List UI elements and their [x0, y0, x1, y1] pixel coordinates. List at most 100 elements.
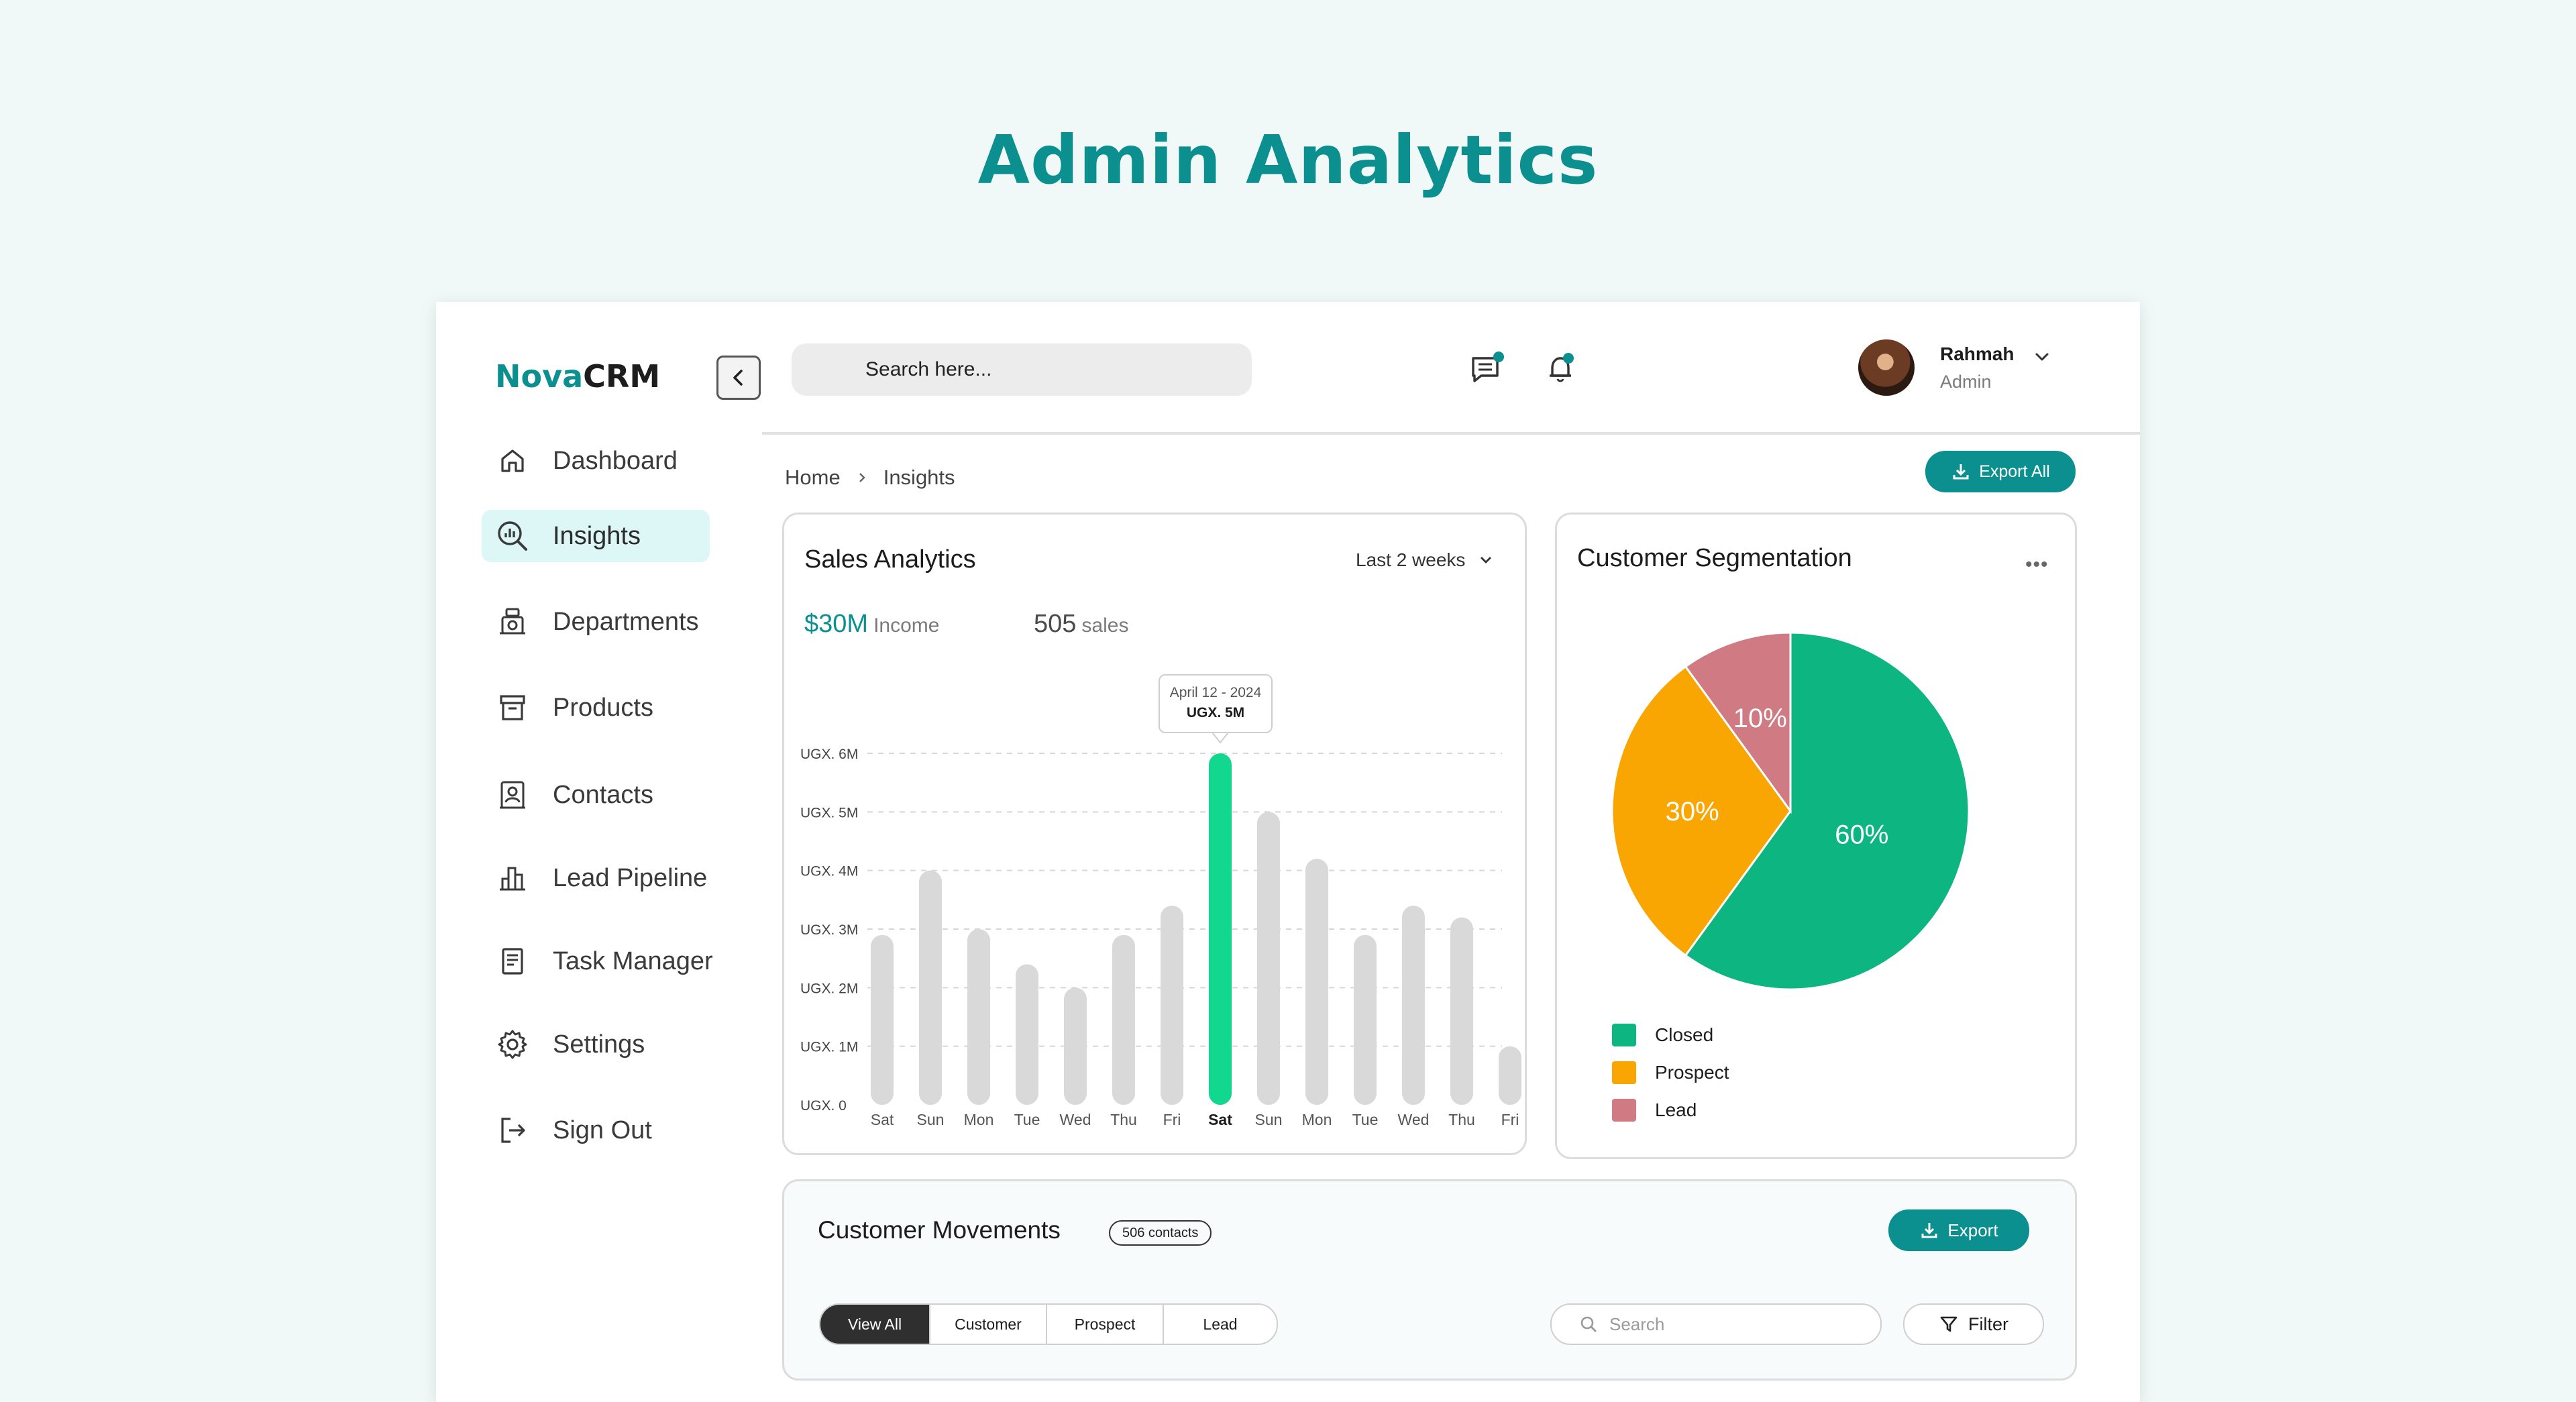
- chart-bar[interactable]: [1257, 812, 1280, 1105]
- chart-bar[interactable]: [967, 929, 990, 1105]
- breadcrumb-current: Insights: [883, 466, 955, 489]
- chart-bar[interactable]: [871, 934, 894, 1105]
- legend-swatch: [1612, 1024, 1636, 1046]
- tab-view-all[interactable]: View All: [820, 1305, 930, 1344]
- tooltip-value: UGX. 5M: [1186, 705, 1245, 720]
- x-tick-label: Thu: [1448, 1111, 1475, 1128]
- x-tick-label: Wed: [1060, 1111, 1091, 1128]
- sidebar-item-label: Dashboard: [553, 446, 678, 475]
- chart-bar[interactable]: [1016, 964, 1038, 1105]
- sidebar-item-label: Task Manager: [553, 947, 713, 975]
- chart-bar[interactable]: [1354, 934, 1377, 1105]
- sidebar-item-sign-out[interactable]: Sign Out: [482, 1104, 750, 1156]
- x-tick-label: Thu: [1110, 1111, 1137, 1128]
- y-tick-label: UGX. 3M: [800, 922, 858, 938]
- chart-bar[interactable]: [919, 870, 942, 1105]
- pie-slice[interactable]: [1684, 631, 1792, 814]
- export-button[interactable]: Export: [1888, 1209, 2029, 1251]
- home-icon: [492, 441, 533, 481]
- page-heading: Admin Analytics: [977, 121, 1599, 199]
- x-tick-label: Tue: [1352, 1111, 1379, 1128]
- tab-lead[interactable]: Lead: [1203, 1315, 1238, 1333]
- income-kpi: $30M Income: [804, 610, 939, 639]
- customer-movements-title: Customer Movements: [818, 1216, 1061, 1244]
- search-placeholder: Search: [1609, 1313, 1665, 1334]
- logo-prefix: Nova: [495, 358, 584, 394]
- contacts-search-input[interactable]: Search: [1550, 1303, 1882, 1345]
- y-tick-label: UGX. 1M: [800, 1040, 858, 1055]
- legend-swatch: [1612, 1061, 1636, 1084]
- filter-button[interactable]: Filter: [1903, 1303, 2044, 1345]
- more-options-icon[interactable]: •••: [2025, 553, 2049, 576]
- sales-analytics-card: Sales Analytics Last 2 weeks $30M Income …: [782, 513, 1527, 1155]
- tab-prospect[interactable]: Prospect: [1047, 1305, 1164, 1344]
- chart-bar[interactable]: [1209, 753, 1232, 1105]
- sales-bar-chart: UGX. 0 UGX. 1M UGX. 2M UGX. 3M UGX. 4M UGX. 5…: [800, 732, 1521, 1128]
- sidebar-item-lead-pipeline[interactable]: Lead Pipeline: [482, 852, 750, 904]
- user-name: Rahmah: [1940, 343, 2015, 364]
- legend-label: Closed: [1655, 1024, 1714, 1045]
- pie-slice-label: 30%: [1666, 797, 1719, 826]
- breadcrumb-home[interactable]: Home: [785, 466, 841, 489]
- sidebar-item-departments[interactable]: Departments: [482, 596, 750, 648]
- chart-bar[interactable]: [1064, 987, 1087, 1105]
- export-all-label: Export All: [1979, 462, 2050, 481]
- bar-chart-icon: [492, 858, 533, 898]
- sidebar-item-task-manager[interactable]: Task Manager: [482, 935, 750, 987]
- search-input[interactable]: Search here...: [792, 343, 1252, 396]
- notifications-button[interactable]: [1542, 349, 1582, 389]
- filter-icon: [1940, 1316, 1957, 1332]
- download-icon: [1921, 1223, 1937, 1238]
- chat-icon: [1472, 352, 1504, 382]
- chevron-left-icon: [733, 370, 743, 386]
- user-role: Admin: [1940, 372, 1992, 392]
- pie-slice[interactable]: [1684, 631, 1970, 991]
- app-window: NovaCRM Dashboard Insights: [436, 302, 2140, 1402]
- y-tick-label: UGX. 5M: [800, 805, 858, 820]
- pie-slice[interactable]: [1611, 665, 1792, 957]
- chart-bar[interactable]: [1450, 917, 1473, 1105]
- legend-item-prospect: Prospect: [1612, 1054, 1729, 1091]
- collapse-sidebar-button[interactable]: [716, 356, 761, 400]
- sidebar-item-label: Insights: [553, 521, 641, 550]
- user-menu-button[interactable]: [2029, 343, 2055, 370]
- chart-bar[interactable]: [1402, 906, 1425, 1105]
- tab-customer[interactable]: Customer: [930, 1305, 1047, 1344]
- y-tick-label: UGX. 0: [800, 1098, 847, 1114]
- sidebar-item-dashboard[interactable]: Dashboard: [482, 435, 750, 487]
- income-label: Income: [873, 614, 940, 637]
- archive-icon: [492, 688, 533, 728]
- logo[interactable]: NovaCRM: [495, 358, 660, 394]
- chart-bar[interactable]: [1499, 1046, 1521, 1105]
- gear-icon: [492, 1024, 533, 1065]
- x-tick-label: Sun: [1255, 1111, 1283, 1128]
- pie-slice-label: 10%: [1733, 704, 1787, 733]
- logo-suffix: CRM: [583, 358, 661, 394]
- tooltip-pointer: [1212, 732, 1229, 744]
- breadcrumb: Home Insights: [785, 466, 955, 490]
- chart-bar[interactable]: [1305, 859, 1328, 1105]
- sidebar-item-products[interactable]: Products: [482, 682, 750, 734]
- date-range-select[interactable]: Last 2 weeks: [1356, 549, 1495, 571]
- export-all-button[interactable]: Export All: [1925, 451, 2076, 492]
- sidebar-item-insights[interactable]: Insights: [482, 510, 710, 562]
- avatar[interactable]: [1858, 339, 1915, 396]
- legend-swatch: [1612, 1099, 1636, 1122]
- x-tick-label: Mon: [964, 1111, 994, 1128]
- sales-analytics-title: Sales Analytics: [804, 545, 976, 574]
- contact-card-icon: [492, 775, 533, 815]
- sidebar-item-label: Contacts: [553, 780, 653, 809]
- chart-bar[interactable]: [1112, 934, 1135, 1105]
- chevron-down-icon: [2035, 353, 2049, 361]
- legend-item-closed: Closed: [1612, 1016, 1729, 1054]
- x-tick-label: Sun: [917, 1111, 945, 1128]
- x-tick-label: Sat: [1208, 1111, 1232, 1128]
- chart-bar[interactable]: [1161, 906, 1183, 1105]
- date-range-value: Last 2 weeks: [1356, 549, 1466, 570]
- messages-button[interactable]: [1466, 349, 1507, 389]
- bell-icon: [1550, 353, 1574, 382]
- sidebar-item-contacts[interactable]: Contacts: [482, 769, 750, 821]
- chart-tooltip: April 12 - 2024 UGX. 5M: [1159, 674, 1273, 733]
- sidebar-item-label: Settings: [553, 1030, 645, 1059]
- sidebar-item-settings[interactable]: Settings: [482, 1018, 750, 1071]
